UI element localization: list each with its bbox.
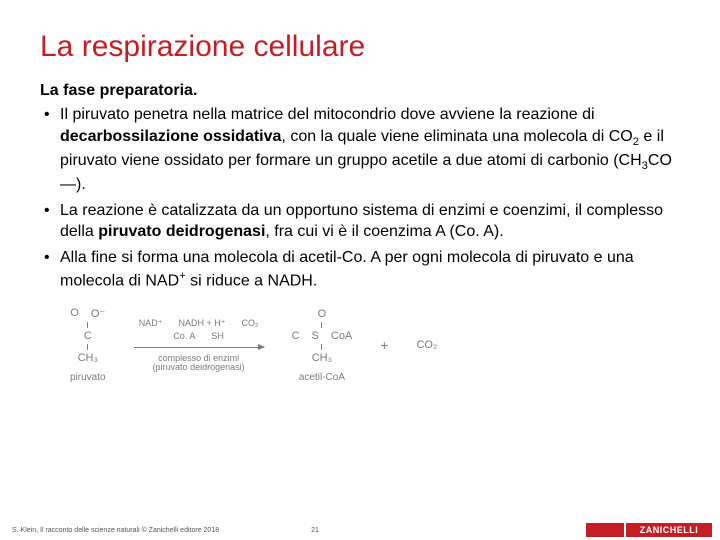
slide: La respirazione cellulare La fase prepar…: [0, 0, 720, 540]
bullet-3: Alla fine si forma una molecola di aceti…: [40, 247, 680, 292]
atom: O⁻: [91, 307, 105, 320]
text: Alla fine si forma una molecola di aceti…: [60, 249, 634, 289]
bond: [321, 344, 322, 350]
text: si riduce a NADH.: [186, 272, 318, 289]
text: (piruvato deidrogenasi): [153, 362, 245, 372]
footer-page-number: 21: [290, 527, 340, 534]
atom: O: [318, 308, 327, 320]
atom: CH₃: [78, 352, 98, 364]
bond: [87, 322, 88, 328]
bullet-1: Il piruvato penetra nella matrice del mi…: [40, 104, 680, 196]
footer-source: S. Klein, Il racconto delle scienze natu…: [0, 527, 290, 534]
slide-title: La respirazione cellulare: [40, 30, 680, 64]
reagent: NAD⁺: [139, 318, 163, 329]
footer-accent-bar: [586, 523, 624, 537]
co2-product: CO₂: [416, 339, 437, 351]
text: Il piruvato penetra nella matrice del mi…: [60, 106, 595, 123]
atom: C: [84, 330, 92, 342]
reagent: Co. A: [173, 331, 195, 341]
slide-footer: S. Klein, Il racconto delle scienze natu…: [0, 520, 720, 540]
atom: O: [70, 307, 79, 320]
molecule-acetyl-coa: O C S CoA CH₃ acetil-CoA: [292, 308, 353, 383]
molecule-pyruvate: O O⁻ C CH₃ piruvato: [70, 307, 106, 383]
molecule-label: acetil-CoA: [299, 372, 345, 383]
bond: [87, 344, 88, 350]
text: , fra cui vi è il coenzima A (Co. A).: [265, 223, 503, 240]
product: CO₂: [241, 318, 258, 329]
bond: [321, 322, 322, 328]
atom: CoA: [331, 330, 352, 342]
text-bold: piruvato deidrogenasi: [98, 223, 265, 240]
bullet-list: Il piruvato penetra nella matrice del mi…: [40, 104, 680, 291]
footer-brand-logo: ZANICHELLI: [626, 523, 712, 537]
bullet-2: La reazione è catalizzata da un opportun…: [40, 200, 680, 243]
molecule-label: piruvato: [70, 372, 106, 383]
text: , con la quale viene eliminata una molec…: [281, 128, 632, 145]
slide-subtitle: La fase preparatoria.: [40, 82, 680, 100]
product: NADH + H⁺: [178, 318, 225, 329]
plus-sign: +: [380, 337, 388, 353]
reaction-diagram: O O⁻ C CH₃ piruvato NAD⁺ NADH + H⁺ CO₂ Co…: [40, 307, 680, 383]
text-bold: decarbossilazione ossidativa: [60, 128, 281, 145]
reagent: SH: [211, 331, 224, 341]
atom: S: [312, 330, 319, 342]
text: complesso di enzimi: [158, 353, 239, 363]
reaction-arrow: NAD⁺ NADH + H⁺ CO₂ Co. A SH complesso di…: [134, 318, 264, 374]
atom: CH₃: [312, 352, 332, 364]
arrow-line: [134, 347, 264, 348]
catalyst-label: complesso di enzimi (piruvato deidrogena…: [153, 354, 245, 374]
atom: C: [292, 330, 300, 342]
